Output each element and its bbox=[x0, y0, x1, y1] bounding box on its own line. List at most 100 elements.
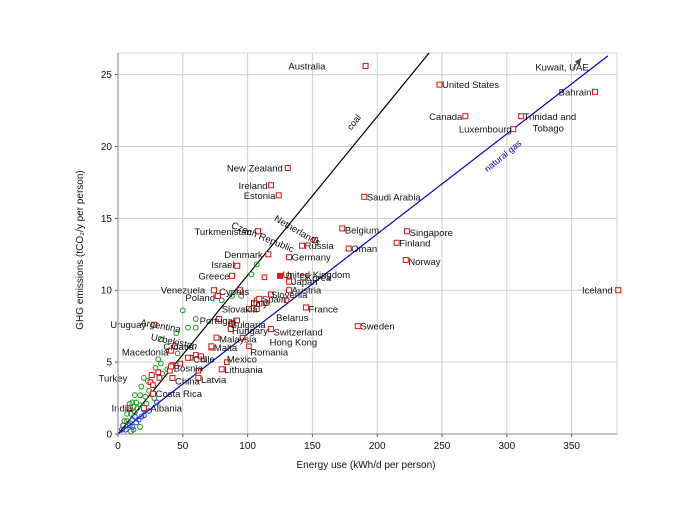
country-marker bbox=[518, 113, 525, 120]
x-tick-label: 0 bbox=[115, 441, 121, 452]
country-marker bbox=[142, 393, 149, 400]
country-marker bbox=[591, 88, 598, 95]
country-label: Finland bbox=[399, 238, 430, 249]
country-marker bbox=[179, 307, 186, 314]
country-marker bbox=[141, 412, 147, 419]
x-tick-label: 150 bbox=[304, 441, 321, 452]
country-label: Canada bbox=[429, 112, 463, 123]
country-marker bbox=[157, 336, 164, 343]
country-label: Costa Rica bbox=[156, 389, 203, 400]
country-marker bbox=[227, 326, 234, 333]
country-marker bbox=[393, 239, 400, 246]
country-marker bbox=[284, 165, 291, 172]
country-marker bbox=[192, 324, 199, 331]
country-marker bbox=[153, 399, 160, 406]
x-tick-label: 350 bbox=[563, 441, 580, 452]
data-points bbox=[118, 62, 622, 435]
country-label: China bbox=[175, 376, 201, 387]
country-label: Germany bbox=[292, 253, 331, 264]
country-label: Lithuania bbox=[224, 365, 263, 376]
country-marker bbox=[138, 383, 145, 390]
country-marker bbox=[277, 272, 284, 279]
country-marker bbox=[218, 297, 225, 304]
country-marker bbox=[131, 392, 138, 399]
country-label: Tobago bbox=[533, 123, 564, 134]
country-marker bbox=[130, 426, 137, 433]
country-marker bbox=[251, 300, 258, 307]
country-marker bbox=[236, 287, 243, 294]
x-tick-label: 50 bbox=[177, 441, 189, 452]
country-marker bbox=[149, 390, 156, 397]
country-marker bbox=[404, 228, 411, 235]
country-marker bbox=[286, 273, 292, 279]
country-label: Slovenia bbox=[271, 290, 308, 301]
country-marker bbox=[133, 399, 140, 406]
country-label: Saudi Arabia bbox=[367, 192, 422, 203]
country-marker bbox=[216, 315, 223, 322]
country-label: Belgium bbox=[345, 225, 379, 236]
country-label: Malta bbox=[214, 343, 238, 354]
country-label: Ireland bbox=[239, 181, 268, 192]
country-label: Uruguay bbox=[110, 320, 146, 331]
country-marker bbox=[213, 334, 220, 341]
country-marker bbox=[210, 287, 217, 294]
country-label: Australia bbox=[288, 61, 326, 72]
country-marker bbox=[361, 193, 368, 200]
country-label: Greece bbox=[198, 271, 229, 282]
country-label: Bahrain bbox=[559, 87, 592, 98]
y-tick-label: 20 bbox=[101, 142, 113, 153]
country-marker bbox=[229, 272, 236, 279]
country-marker bbox=[172, 343, 179, 350]
y-tick-label: 0 bbox=[106, 430, 112, 441]
country-marker bbox=[177, 360, 184, 367]
country-label: United States bbox=[442, 80, 499, 91]
country-label: Croatia bbox=[163, 342, 194, 353]
country-label: Korea bbox=[306, 273, 332, 284]
country-label: Trinidad and bbox=[524, 112, 576, 123]
country-marker bbox=[345, 245, 352, 252]
country-marker bbox=[510, 126, 517, 133]
country-marker bbox=[214, 292, 221, 299]
country-marker bbox=[238, 293, 245, 299]
country-marker bbox=[128, 410, 134, 417]
country-marker bbox=[267, 326, 274, 333]
country-label: Israel bbox=[211, 260, 234, 271]
country-marker bbox=[265, 251, 272, 258]
country-label: Hong Kong bbox=[270, 337, 318, 348]
country-label: Malaysia bbox=[219, 335, 257, 346]
country-marker bbox=[168, 363, 175, 370]
x-tick-label: 100 bbox=[239, 441, 256, 452]
country-marker bbox=[168, 347, 175, 354]
country-marker bbox=[137, 392, 143, 399]
country-marker bbox=[254, 228, 261, 235]
country-marker bbox=[275, 192, 282, 199]
country-marker bbox=[286, 278, 293, 285]
country-marker bbox=[354, 323, 361, 330]
country-marker bbox=[267, 291, 274, 298]
country-marker bbox=[169, 374, 176, 381]
country-marker bbox=[283, 297, 290, 304]
country-marker bbox=[300, 274, 307, 281]
country-label: Latvia bbox=[201, 375, 227, 386]
axes: 0 50 100 150 200 250 300 350 0 5 10 15 20 25 bbox=[101, 53, 617, 452]
country-marker bbox=[155, 356, 162, 363]
x-tick-label: 200 bbox=[369, 441, 386, 452]
country-label: Portugal bbox=[200, 316, 235, 327]
country-marker bbox=[615, 287, 622, 294]
country-marker bbox=[256, 295, 263, 302]
country-label: Turkmenistan bbox=[194, 227, 251, 238]
country-marker bbox=[126, 405, 133, 412]
country-label: France bbox=[309, 304, 339, 315]
country-marker bbox=[174, 350, 181, 357]
country-label: Sweden bbox=[360, 322, 394, 333]
country-label: Norway bbox=[408, 257, 440, 268]
country-marker bbox=[261, 274, 268, 281]
country-marker bbox=[239, 334, 246, 341]
country-marker bbox=[246, 306, 252, 312]
country-label: Albania bbox=[150, 404, 182, 415]
country-label: Bulgaria bbox=[231, 320, 267, 331]
country-label: Romania bbox=[250, 348, 289, 359]
country-marker bbox=[197, 353, 204, 360]
y-tick-label: 10 bbox=[101, 286, 113, 297]
